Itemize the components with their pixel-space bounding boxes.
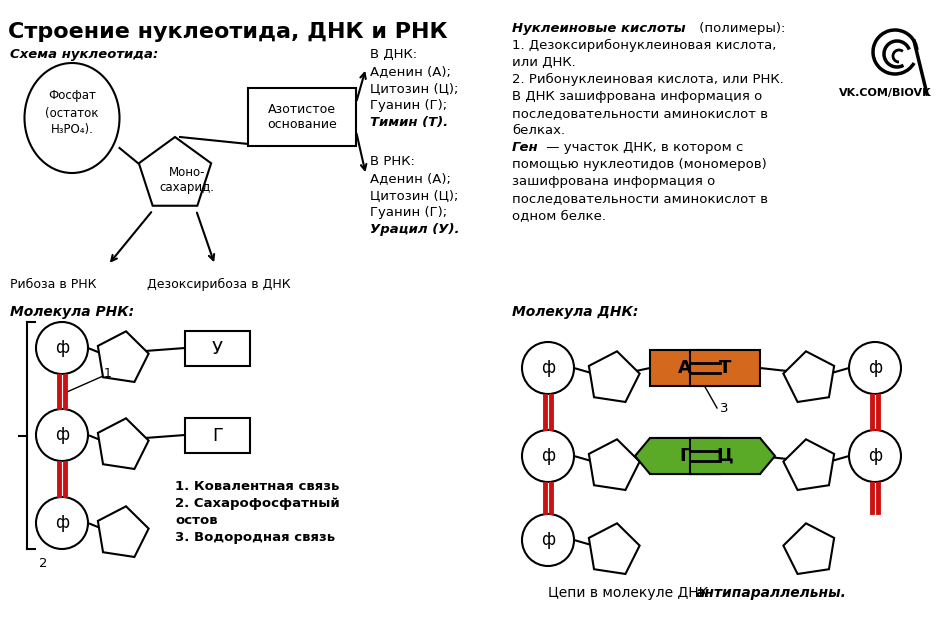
Circle shape <box>849 430 901 482</box>
Polygon shape <box>139 137 212 206</box>
Text: или ДНК.: или ДНК. <box>512 56 575 69</box>
Text: Ген: Ген <box>512 141 539 154</box>
Text: Азотистое
основание: Азотистое основание <box>267 103 337 131</box>
Ellipse shape <box>24 63 119 173</box>
Text: 1. Дезоксирибонуклеиновая кислота,: 1. Дезоксирибонуклеиновая кислота, <box>512 39 776 52</box>
Text: Ц: Ц <box>716 447 733 465</box>
Text: У: У <box>212 340 223 358</box>
Circle shape <box>36 409 88 461</box>
Circle shape <box>522 342 574 394</box>
Text: ф: ф <box>55 426 69 444</box>
Polygon shape <box>98 506 149 557</box>
Text: остов: остов <box>175 514 218 527</box>
Text: Молекула РНК:: Молекула РНК: <box>10 305 134 319</box>
Text: 2. Сахарофосфатный: 2. Сахарофосфатный <box>175 497 339 510</box>
Text: Молекула ДНК:: Молекула ДНК: <box>512 305 638 319</box>
Text: Схема нуклеотида:: Схема нуклеотида: <box>10 48 158 61</box>
Text: последовательности аминокислот в: последовательности аминокислот в <box>512 107 768 120</box>
Text: белках.: белках. <box>512 124 565 137</box>
Text: Строение нуклеотида, ДНК и РНК: Строение нуклеотида, ДНК и РНК <box>8 22 447 42</box>
Text: 1. Ковалентная связь: 1. Ковалентная связь <box>175 480 339 493</box>
Polygon shape <box>635 438 720 474</box>
Bar <box>650 350 720 386</box>
Text: Нуклеиновые кислоты: Нуклеиновые кислоты <box>512 22 685 35</box>
Polygon shape <box>783 523 834 574</box>
Text: Дезоксирибоза в ДНК: Дезоксирибоза в ДНК <box>147 278 290 291</box>
Polygon shape <box>98 331 149 382</box>
Text: Аденин (А);: Аденин (А); <box>370 172 451 185</box>
Text: В РНК:: В РНК: <box>370 155 415 168</box>
Text: Г: Г <box>680 447 691 465</box>
Circle shape <box>36 497 88 549</box>
Circle shape <box>36 322 88 374</box>
Text: Цепи в молекуле ДНК: Цепи в молекуле ДНК <box>548 586 713 600</box>
Polygon shape <box>588 439 639 490</box>
Bar <box>690 438 760 474</box>
Text: зашифрована информация о: зашифрована информация о <box>512 175 715 188</box>
Text: Аденин (А);: Аденин (А); <box>370 65 451 78</box>
Text: 3. Водородная связь: 3. Водородная связь <box>175 531 336 544</box>
Text: 2: 2 <box>39 557 47 570</box>
Text: Г: Г <box>680 447 691 465</box>
Text: ф: ф <box>540 447 555 465</box>
Text: ф: ф <box>55 339 69 357</box>
Text: Цитозин (Ц);: Цитозин (Ц); <box>370 82 459 95</box>
Text: Моно-
сахарид.: Моно- сахарид. <box>160 166 214 195</box>
Polygon shape <box>98 418 149 469</box>
Text: ф: ф <box>55 514 69 532</box>
Circle shape <box>849 342 901 394</box>
Circle shape <box>522 514 574 566</box>
Text: одном белке.: одном белке. <box>512 209 606 222</box>
Bar <box>690 350 760 386</box>
Bar <box>185 418 250 452</box>
Circle shape <box>522 430 574 482</box>
Text: Г: Г <box>212 427 223 445</box>
Text: Рибоза в РНК: Рибоза в РНК <box>10 278 97 291</box>
Text: ф: ф <box>540 531 555 549</box>
Polygon shape <box>783 439 834 490</box>
Text: Гуанин (Г);: Гуанин (Г); <box>370 206 447 219</box>
Text: ф: ф <box>868 447 882 465</box>
Text: — участок ДНК, в котором с: — участок ДНК, в котором с <box>542 141 744 154</box>
Text: В ДНК:: В ДНК: <box>370 48 417 61</box>
Bar <box>650 438 720 474</box>
Text: Цитозин (Ц);: Цитозин (Ц); <box>370 189 459 202</box>
Text: А: А <box>678 359 692 377</box>
Bar <box>248 88 356 146</box>
Polygon shape <box>783 351 834 402</box>
Polygon shape <box>588 523 639 574</box>
Text: 1: 1 <box>104 367 112 380</box>
Text: антипараллельны.: антипараллельны. <box>696 586 847 600</box>
Bar <box>185 331 250 365</box>
Text: 3: 3 <box>720 402 728 415</box>
Text: Фосфат
(остаток
Н₃РО₄).: Фосфат (остаток Н₃РО₄). <box>45 90 99 137</box>
Polygon shape <box>690 438 775 474</box>
Text: последовательности аминокислот в: последовательности аминокислот в <box>512 192 768 205</box>
Text: помощью нуклеотидов (мономеров): помощью нуклеотидов (мономеров) <box>512 158 767 171</box>
Text: VK.COM/BIOVK: VK.COM/BIOVK <box>838 88 932 98</box>
Text: (полимеры):: (полимеры): <box>695 22 786 35</box>
Text: Гуанин (Г);: Гуанин (Г); <box>370 99 447 112</box>
Text: В ДНК зашифрована информация о: В ДНК зашифрована информация о <box>512 90 762 103</box>
Polygon shape <box>588 351 639 402</box>
Text: Тимин (Т).: Тимин (Т). <box>370 116 448 129</box>
Text: Ц: Ц <box>716 447 733 465</box>
Text: ф: ф <box>540 359 555 377</box>
Text: 2. Рибонуклеиновая кислота, или РНК.: 2. Рибонуклеиновая кислота, или РНК. <box>512 73 784 86</box>
Text: ф: ф <box>868 359 882 377</box>
Text: Урацил (У).: Урацил (У). <box>370 223 460 236</box>
Text: Т: Т <box>719 359 731 377</box>
